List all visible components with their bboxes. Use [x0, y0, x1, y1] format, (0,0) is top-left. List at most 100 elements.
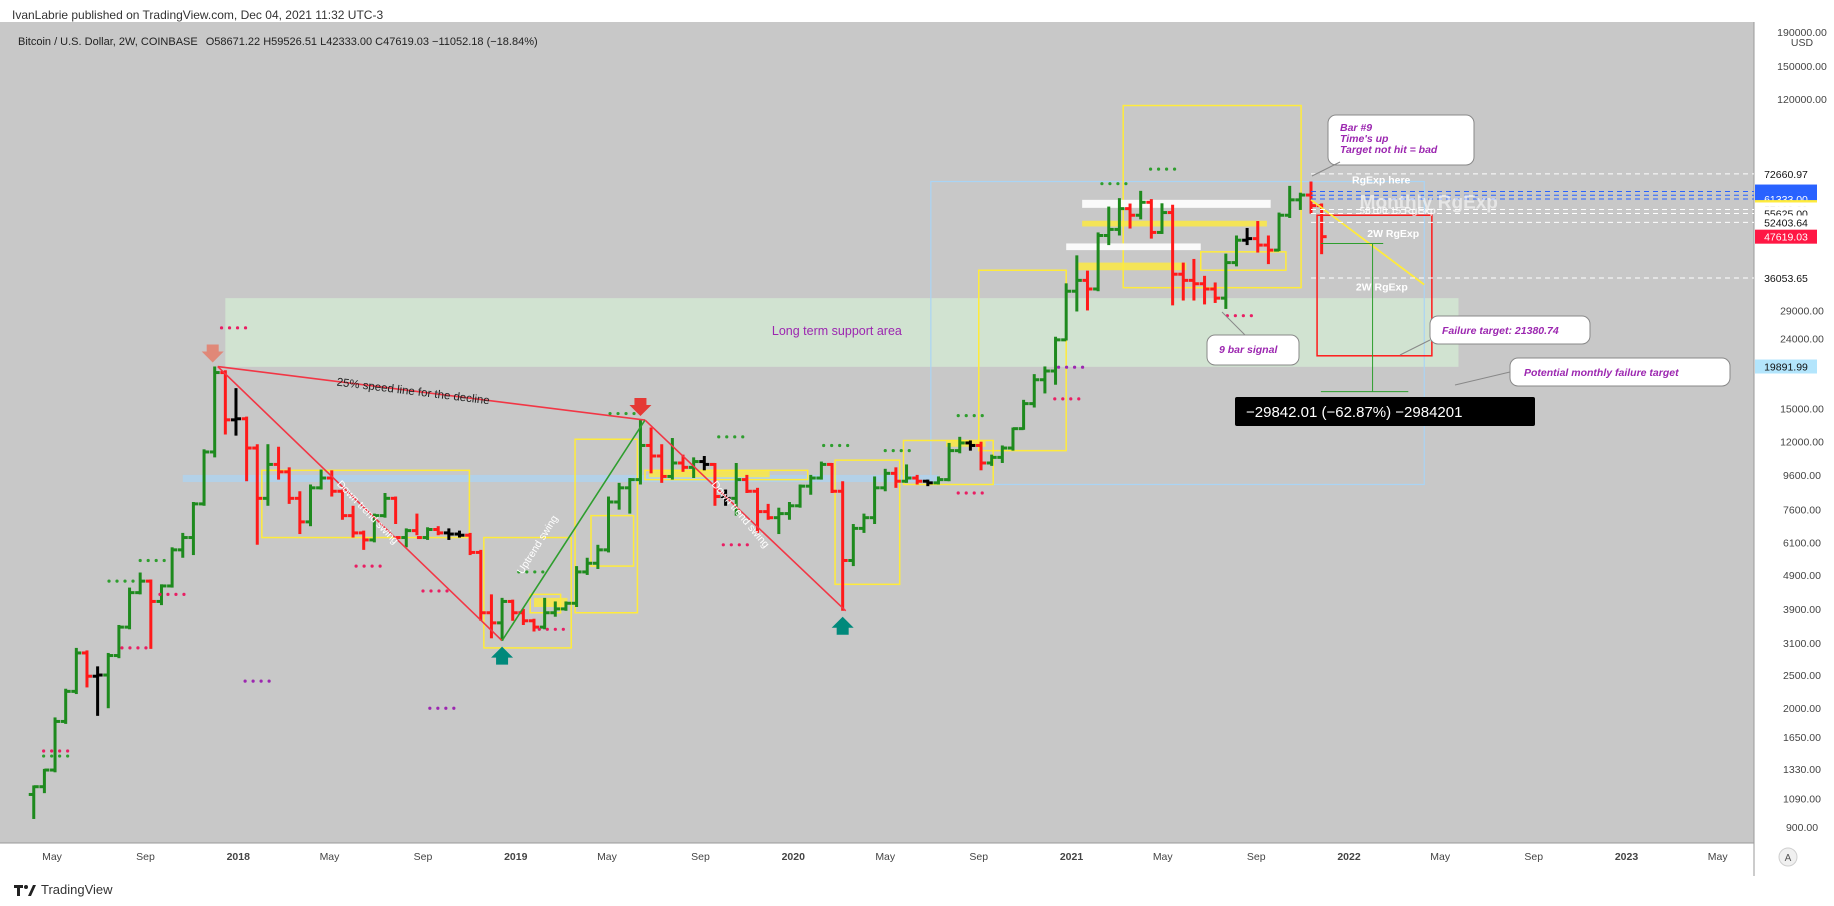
candle — [922, 479, 933, 487]
callout-pointer — [1221, 311, 1246, 336]
candle — [1071, 255, 1082, 312]
signal-dot — [907, 449, 911, 453]
candle — [465, 532, 476, 556]
callout-bar9-line-2: Target not hit = bad — [1340, 144, 1438, 156]
time-tick-label: May — [1430, 851, 1451, 863]
chart-title: Bitcoin / U.S. Dollar, 2W, COINBASE — [18, 36, 198, 48]
candle — [454, 530, 465, 538]
signal-dot — [1069, 397, 1073, 401]
chart-pane[interactable] — [0, 22, 1754, 843]
up-arrow-icon — [491, 646, 514, 665]
candle — [933, 476, 944, 485]
candle — [348, 505, 359, 538]
speed-line — [217, 365, 646, 421]
signal-dot — [219, 326, 224, 330]
candle — [358, 530, 369, 550]
signal-dot — [227, 326, 232, 330]
time-tick-label: May — [1708, 851, 1729, 863]
measure-label-bg — [1235, 397, 1535, 426]
signal-dot — [128, 646, 132, 650]
candle — [784, 502, 795, 520]
signal-dot — [235, 326, 240, 330]
signal-dot — [58, 754, 62, 758]
symbol-info: Bitcoin / U.S. Dollar, 2W, COINBASE O5867… — [18, 36, 538, 48]
candle — [741, 474, 752, 493]
signal-dot — [725, 435, 729, 439]
candle — [901, 464, 912, 483]
signal-dot — [378, 564, 382, 568]
price-tick-label: 6100.00 — [1783, 537, 1821, 549]
signal-dot — [259, 679, 263, 683]
signal-dot — [243, 679, 247, 683]
signal-dot — [58, 749, 62, 753]
signal-dot — [883, 449, 887, 453]
candle — [81, 650, 92, 688]
candle — [709, 462, 720, 506]
signal-dot — [822, 443, 826, 448]
signal-dot — [980, 414, 984, 418]
tradingview-logo-icon — [14, 884, 36, 896]
axis-unit: USD — [1791, 37, 1814, 49]
price-tick-label: 2000.00 — [1783, 703, 1821, 715]
signal-dot — [42, 754, 46, 758]
price-axis[interactable] — [1754, 22, 1834, 876]
price-tick-label: 7600.00 — [1783, 505, 1821, 517]
time-tick-label: May — [875, 851, 896, 863]
signal-dot — [721, 543, 725, 547]
time-tick-label: 2023 — [1615, 851, 1639, 863]
candle — [1284, 185, 1295, 218]
time-tick-label: Sep — [414, 851, 433, 863]
candle — [1188, 258, 1199, 301]
rgexp-here-label: RgExp here — [1352, 175, 1411, 187]
candle — [252, 444, 263, 545]
signal-dot — [1116, 182, 1120, 186]
candle — [497, 597, 508, 641]
candle — [1018, 399, 1029, 431]
signal-dot — [537, 627, 541, 631]
time-tick-label: Sep — [136, 851, 155, 863]
time-tick-label: May — [42, 851, 63, 863]
signal-dot — [362, 564, 366, 568]
candle — [390, 496, 401, 540]
tradingview-brand[interactable]: TradingView — [14, 882, 113, 897]
time-tick-label: Sep — [969, 851, 988, 863]
signal-dot — [436, 706, 440, 710]
candle — [1135, 190, 1146, 220]
candle — [1274, 212, 1285, 252]
candle — [294, 491, 305, 535]
yellow-box-7 — [978, 269, 1067, 452]
candle — [656, 444, 667, 483]
candle — [890, 467, 901, 488]
signal-dot — [533, 570, 537, 574]
signal-dot — [717, 435, 721, 439]
candle — [262, 444, 273, 506]
time-axis[interactable] — [0, 843, 1754, 876]
candle — [1252, 221, 1263, 253]
signal-dot — [50, 754, 54, 758]
signal-dot — [964, 491, 968, 495]
candle — [667, 438, 678, 480]
time-tick-label: 2022 — [1337, 851, 1361, 863]
time-tick-label: May — [597, 851, 618, 863]
candle — [230, 388, 241, 436]
price-tag-bg — [1755, 166, 1817, 181]
candle — [507, 599, 518, 621]
candle — [763, 503, 774, 520]
candle — [1167, 204, 1178, 306]
candle — [582, 557, 593, 575]
callout-pointer — [1311, 161, 1341, 177]
support-area-label: Long term support area — [772, 324, 902, 338]
signal-dot — [972, 414, 976, 418]
auto-scale-button[interactable] — [1778, 847, 1798, 867]
candle — [752, 487, 763, 533]
signal-dot — [182, 592, 186, 596]
signal-dot — [972, 491, 976, 495]
signal-dot — [158, 592, 162, 596]
candle — [60, 688, 71, 724]
signal-dot — [452, 706, 456, 710]
time-tick-label: 2020 — [782, 851, 806, 863]
level-label: 58100.15 RgExp — [1360, 206, 1436, 217]
signal-dot — [144, 646, 148, 650]
signal-dot — [162, 558, 166, 563]
